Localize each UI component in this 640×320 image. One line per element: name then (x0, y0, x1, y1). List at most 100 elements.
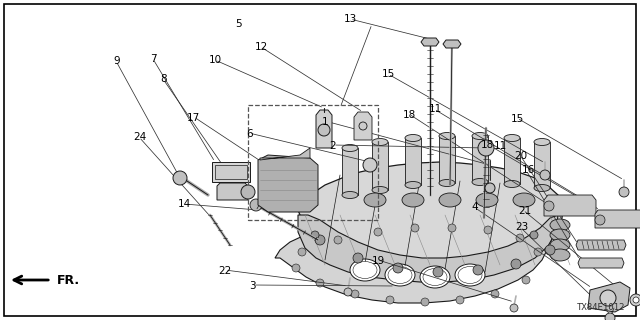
Ellipse shape (455, 264, 485, 286)
Circle shape (298, 248, 306, 256)
Bar (212, 162, 250, 182)
Ellipse shape (472, 179, 488, 186)
Text: 22: 22 (219, 266, 232, 276)
Ellipse shape (372, 139, 388, 146)
Ellipse shape (385, 264, 415, 286)
Circle shape (456, 296, 464, 304)
Circle shape (353, 253, 363, 263)
Circle shape (511, 259, 521, 269)
Text: 13: 13 (344, 14, 357, 24)
Text: TX84E1012: TX84E1012 (577, 303, 625, 312)
Circle shape (448, 224, 456, 232)
Circle shape (534, 248, 542, 256)
Ellipse shape (420, 266, 450, 288)
Text: 14: 14 (178, 199, 191, 209)
Polygon shape (354, 112, 372, 140)
Ellipse shape (405, 181, 421, 188)
Text: 21: 21 (518, 205, 531, 216)
Circle shape (473, 265, 483, 275)
Polygon shape (578, 258, 624, 268)
Ellipse shape (350, 259, 380, 281)
Circle shape (344, 288, 352, 296)
Circle shape (491, 290, 499, 298)
Ellipse shape (458, 267, 482, 284)
Circle shape (530, 231, 538, 239)
Circle shape (334, 236, 342, 244)
Text: FR.: FR. (56, 274, 79, 286)
Text: 11: 11 (429, 104, 442, 115)
Circle shape (485, 183, 495, 193)
Polygon shape (217, 183, 248, 200)
Bar (534, 142, 550, 188)
Ellipse shape (372, 187, 388, 194)
Polygon shape (275, 213, 546, 303)
Ellipse shape (439, 132, 455, 140)
Text: 18: 18 (403, 109, 416, 120)
Circle shape (386, 296, 394, 304)
Bar (342, 148, 358, 195)
Bar (439, 136, 455, 183)
Ellipse shape (405, 134, 421, 141)
Bar (472, 136, 488, 182)
Text: 9: 9 (113, 56, 120, 66)
Circle shape (241, 185, 255, 199)
Circle shape (433, 267, 443, 277)
Bar (215, 165, 247, 179)
Ellipse shape (534, 139, 550, 146)
Circle shape (421, 298, 429, 306)
Polygon shape (443, 40, 461, 48)
Circle shape (605, 313, 615, 320)
Text: 2: 2 (330, 140, 336, 151)
Ellipse shape (534, 185, 550, 191)
Ellipse shape (439, 193, 461, 207)
Polygon shape (588, 282, 630, 312)
Circle shape (600, 290, 616, 306)
Circle shape (411, 224, 419, 232)
Circle shape (374, 228, 382, 236)
Circle shape (311, 231, 319, 239)
Ellipse shape (402, 193, 424, 207)
Text: 3: 3 (250, 281, 256, 292)
Text: 15: 15 (511, 114, 524, 124)
Ellipse shape (476, 193, 498, 207)
Circle shape (540, 170, 550, 180)
Polygon shape (316, 110, 332, 148)
Circle shape (522, 276, 530, 284)
Circle shape (619, 187, 629, 197)
Text: 8: 8 (161, 74, 167, 84)
Polygon shape (260, 148, 310, 160)
Ellipse shape (364, 193, 386, 207)
Ellipse shape (504, 134, 520, 141)
Circle shape (630, 294, 640, 306)
Circle shape (363, 158, 377, 172)
Ellipse shape (550, 239, 570, 251)
Ellipse shape (550, 219, 570, 231)
Text: 7: 7 (150, 54, 157, 64)
Text: 4: 4 (472, 202, 478, 212)
Circle shape (292, 264, 300, 272)
Circle shape (173, 171, 187, 185)
Text: 6: 6 (246, 129, 253, 139)
Text: 12: 12 (255, 42, 268, 52)
Circle shape (595, 215, 605, 225)
Circle shape (351, 290, 359, 298)
Text: 10: 10 (209, 55, 221, 65)
Polygon shape (298, 215, 558, 282)
Bar (372, 142, 388, 190)
Circle shape (516, 234, 524, 242)
Ellipse shape (342, 145, 358, 151)
Text: 15: 15 (382, 69, 395, 79)
Circle shape (510, 304, 518, 312)
Text: 23: 23 (516, 222, 529, 232)
Circle shape (316, 279, 324, 287)
Circle shape (250, 199, 262, 211)
Text: 1: 1 (322, 116, 328, 127)
Polygon shape (298, 162, 563, 276)
Ellipse shape (342, 191, 358, 198)
Text: 5: 5 (235, 19, 241, 29)
Text: 17: 17 (188, 113, 200, 123)
Ellipse shape (513, 193, 535, 207)
Ellipse shape (423, 268, 447, 285)
Ellipse shape (353, 261, 377, 278)
Polygon shape (576, 240, 626, 250)
